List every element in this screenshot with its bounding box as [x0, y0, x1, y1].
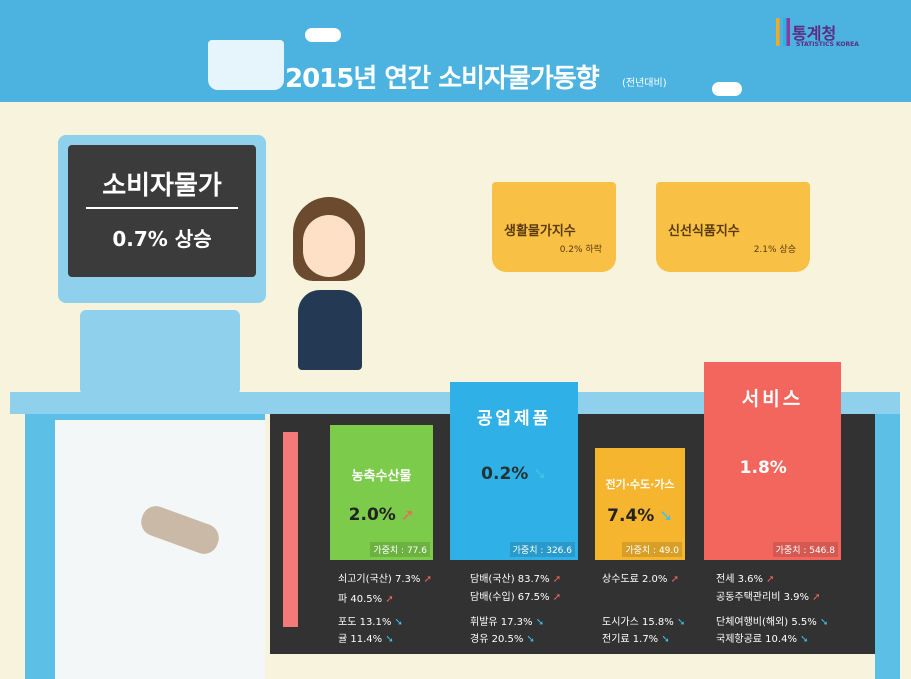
basket-name: 생활물가지수 — [504, 224, 576, 239]
arrow-up-icon: ➚ — [423, 574, 432, 585]
basket-value: 0.2% 하락 — [559, 245, 602, 255]
item-change: 단체여행비(해외) 5.5% ➘ — [716, 613, 828, 628]
item-change: 귤 11.4% ➘ — [338, 630, 394, 645]
arrow-down-icon: ➘ — [526, 634, 535, 645]
category-name: 전기·수도·가스 — [605, 478, 675, 491]
item-label: 국제항공료 10.4% — [716, 634, 797, 645]
category-name: 공업제품 — [476, 409, 552, 429]
item-change: 담배(국산) 83.7% ➚ — [470, 570, 561, 585]
item-label: 전세 3.6% — [716, 574, 763, 585]
arrow-up-icon: ➚ — [385, 594, 394, 605]
item-change: 파 40.5% ➚ — [338, 590, 394, 605]
basket-value: 2.1% 상승 — [753, 245, 796, 255]
cashier-face — [303, 215, 355, 277]
item-label: 상수도료 2.0% — [602, 574, 668, 585]
cash-register — [80, 310, 240, 395]
arrow-down-icon: ➘ — [676, 617, 686, 628]
item-change: 경유 20.5% ➘ — [470, 630, 535, 645]
item-change: 전기료 1.7% ➘ — [602, 630, 670, 645]
item-change: 전세 3.6% ➚ — [716, 570, 775, 585]
cloud-icon — [712, 82, 742, 96]
arrow-up-icon: ➚ — [552, 592, 562, 603]
item-change: 휘발유 17.3% ➘ — [470, 613, 544, 628]
category-value: 0.2% — [481, 464, 529, 484]
item-label: 단체여행비(해외) 5.5% — [716, 617, 817, 628]
cpi-display: 소비자물가 0.7% 상승 — [68, 145, 256, 277]
arrow-down-icon: ➘ — [535, 617, 545, 628]
counter-panel — [55, 420, 265, 679]
category-box: 공업제품 0.2% ➘ 가중치 : 326.6 — [450, 382, 578, 560]
arrow-down-icon: ➘ — [385, 634, 394, 645]
item-label: 경유 20.5% — [470, 634, 524, 645]
item-label: 귤 11.4% — [338, 634, 383, 645]
category-weight: 가중치 : 546.8 — [772, 542, 838, 557]
arrow-down-icon: ➘ — [394, 617, 403, 628]
cashier-body — [298, 290, 362, 370]
item-label: 파 40.5% — [338, 594, 383, 605]
pink-bar — [283, 432, 298, 627]
category-value: 2.0% — [348, 505, 396, 525]
arrow-down-icon: ➘ — [533, 464, 547, 483]
item-label: 휘발유 17.3% — [470, 617, 533, 628]
item-change: 상수도료 2.0% ➚ — [602, 570, 679, 585]
category-box: 농축수산물 2.0% ➚ 가중치 : 77.6 — [330, 425, 433, 560]
arrow-up-icon: ➚ — [400, 505, 415, 524]
arrow-down-icon: ➘ — [819, 617, 829, 628]
divider — [86, 207, 238, 209]
item-change: 국제항공료 10.4% ➘ — [716, 630, 809, 645]
item-change: 포도 13.1% ➘ — [338, 613, 403, 628]
arrow-up-icon: ➚ — [812, 592, 821, 603]
category-weight: 가중치 : 326.6 — [509, 542, 575, 557]
arrow-up-icon: ➚ — [766, 574, 775, 585]
category-name: 농축수산물 — [351, 469, 412, 484]
logo: 통계청 — [792, 24, 837, 43]
item-change: 도시가스 15.8% ➘ — [602, 613, 685, 628]
arrow-down-icon: ➘ — [800, 634, 809, 645]
item-label: 쇠고기(국산) 7.3% — [338, 574, 421, 585]
item-label: 담배(수입) 67.5% — [470, 592, 550, 603]
category-value: 7.4% — [607, 506, 655, 526]
page-subtitle: (전년대비) — [622, 78, 667, 89]
item-change: 쇠고기(국산) 7.3% ➚ — [338, 570, 432, 585]
arrow-down-icon: ➘ — [661, 634, 670, 645]
category-weight: 가중치 : 77.6 — [370, 542, 430, 557]
page-title: 2015년 연간 소비자물가동향 — [285, 64, 600, 94]
logo-bars-icon — [776, 18, 790, 46]
item-label: 포도 13.1% — [338, 617, 392, 628]
category-name: 서비스 — [741, 388, 804, 410]
category-box: 서비스 1.8% ➚ 가중치 : 546.8 — [704, 362, 841, 560]
counter-side — [875, 414, 900, 679]
item-label: 도시가스 15.8% — [602, 617, 674, 628]
cpi-value: 0.7% 상승 — [112, 227, 212, 251]
basket-name: 신선식품지수 — [668, 224, 740, 239]
category-box: 전기·수도·가스 7.4% ➘ 가중치 : 49.0 — [595, 448, 685, 560]
basket-living: 생활물가지수 0.2% 하락 — [492, 182, 616, 272]
item-change: 담배(수입) 67.5% ➚ — [470, 588, 561, 603]
logo-subtext: STATISTICS KOREA — [796, 41, 859, 48]
basket-fresh: 신선식품지수 2.1% 상승 — [656, 182, 810, 272]
cpi-label: 소비자물가 — [102, 171, 222, 201]
arrow-up-icon: ➚ — [670, 574, 679, 585]
cloud-icon — [305, 28, 341, 42]
item-label: 전기료 1.7% — [602, 634, 659, 645]
item-label: 공동주택관리비 3.9% — [716, 592, 809, 603]
arrow-up-icon: ➚ — [791, 458, 806, 477]
basket-icon — [208, 40, 284, 90]
item-label: 담배(국산) 83.7% — [470, 574, 550, 585]
arrow-up-icon: ➚ — [552, 574, 562, 585]
category-weight: 가중치 : 49.0 — [622, 542, 682, 557]
header-banner — [0, 0, 911, 102]
category-value: 1.8% — [739, 458, 787, 478]
arrow-down-icon: ➘ — [659, 506, 673, 525]
item-change: 공동주택관리비 3.9% ➚ — [716, 588, 821, 603]
